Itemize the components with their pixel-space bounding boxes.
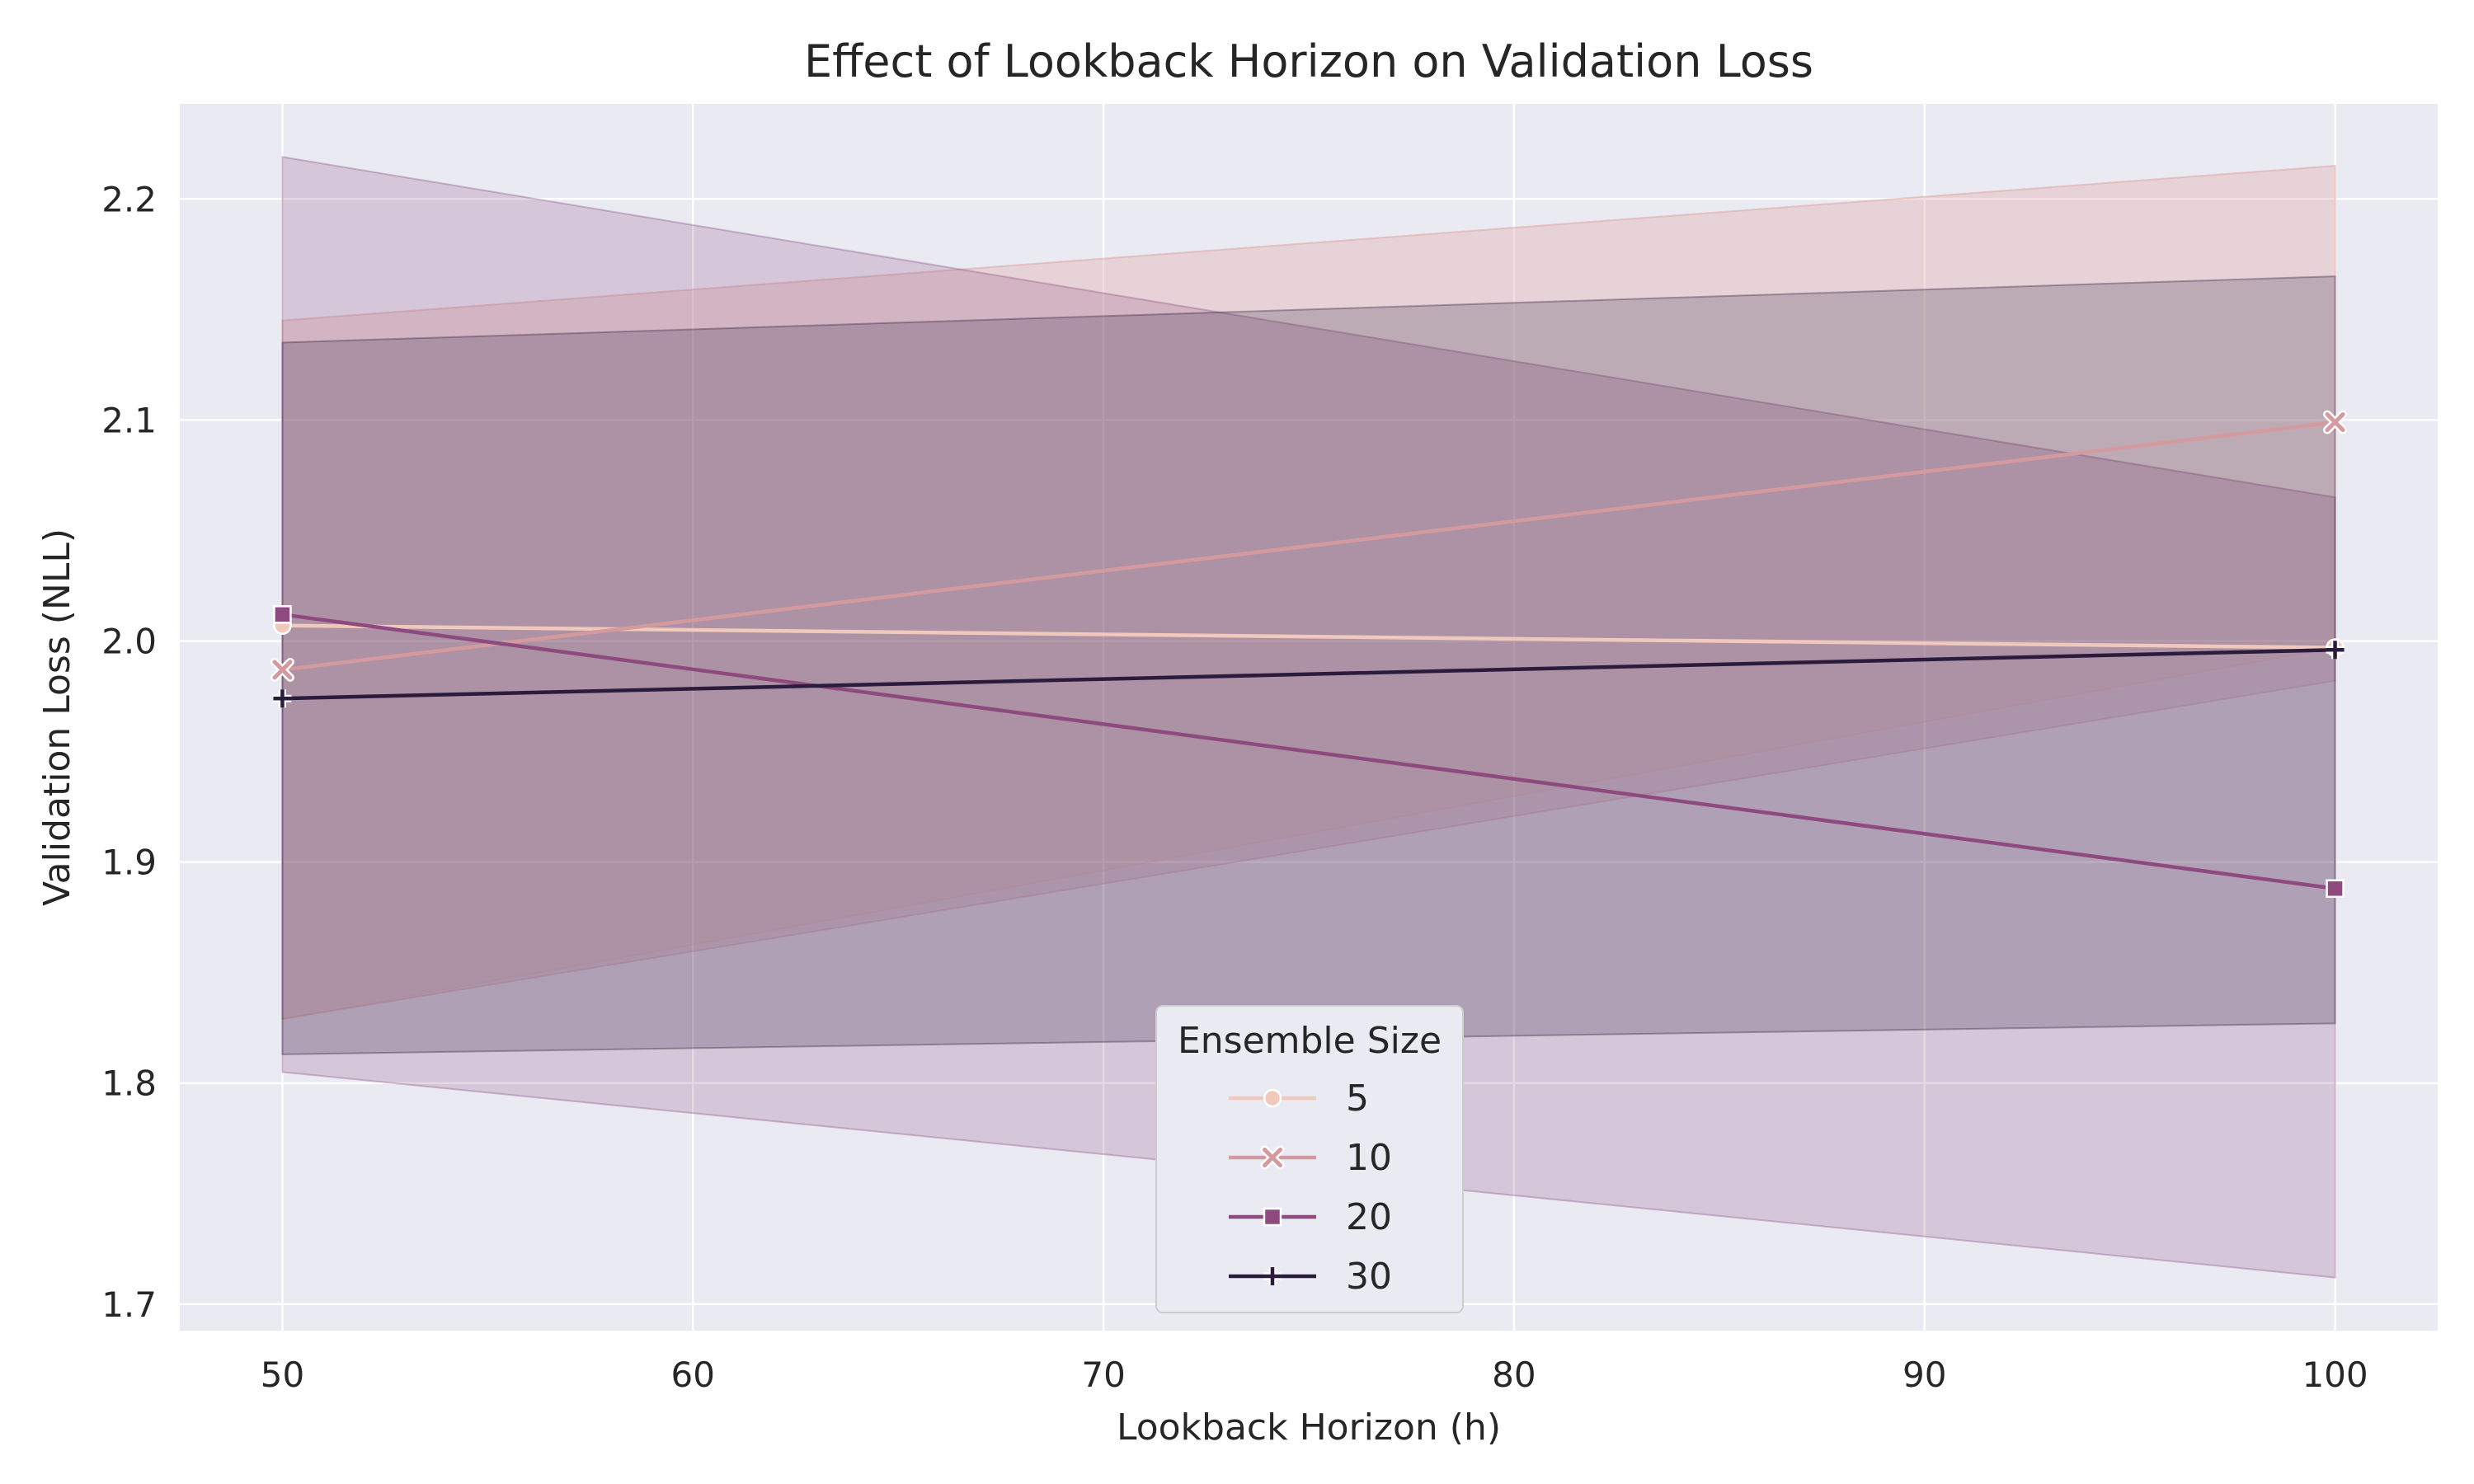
legend-marker [1263, 1088, 1282, 1108]
confidence-band-30 [281, 275, 2336, 1055]
confidence-band-20 [281, 156, 2336, 1279]
legend-item-5: 5 [1229, 1078, 1369, 1120]
legend-marker [1263, 1207, 1282, 1227]
chart-title: Effect of Lookback Horizon on Validation… [804, 35, 1813, 87]
x-tick-label: 80 [1492, 1355, 1536, 1395]
series-line-20 [282, 613, 2335, 891]
series-lines [282, 420, 2335, 891]
data-point-10 [2323, 410, 2348, 434]
legend-marker [1260, 1145, 1285, 1170]
legend-item-20: 20 [1229, 1196, 1392, 1238]
legend-item-10: 10 [1229, 1137, 1392, 1179]
x-tick-label: 50 [261, 1355, 304, 1395]
series-line-30 [282, 647, 2335, 701]
y-axis-label: Validation Loss (NLL) [36, 528, 78, 906]
series-markers [270, 410, 2348, 899]
x-tick-label: 70 [1081, 1355, 1125, 1395]
confidence-bands [281, 156, 2336, 1279]
x-tick-label: 90 [1903, 1355, 1946, 1395]
data-point-10 [270, 657, 294, 682]
data-point-30 [273, 689, 292, 708]
y-tick-label: 2.1 [101, 400, 157, 440]
data-point-20 [2326, 879, 2345, 899]
x-axis-label: Lookback Horizon (h) [1117, 1407, 1501, 1449]
y-tick-label: 2.2 [101, 179, 157, 219]
x-tick-label: 100 [2302, 1355, 2368, 1395]
legend-title: Ensemble Size [1178, 1020, 1442, 1062]
data-point-30 [2326, 641, 2345, 660]
legend: Ensemble Size 5 10 20 30 [1155, 1005, 1464, 1313]
y-tick-label: 1.9 [101, 843, 157, 883]
y-tick-label: 1.8 [101, 1064, 157, 1104]
legend-label: 10 [1346, 1137, 1392, 1179]
confidence-band-10 [281, 164, 2336, 1021]
data-point-20 [273, 605, 292, 624]
y-tick-labels: 1.7 1.8 1.9 2.0 2.1 2.2 [101, 179, 157, 1325]
series-line-10 [282, 420, 2335, 672]
legend-marker [1263, 1267, 1282, 1285]
legend-items: 5 10 20 30 [1229, 1078, 1392, 1298]
x-tick-labels: 50 60 70 80 90 100 [261, 1355, 2368, 1395]
legend-label: 30 [1346, 1256, 1392, 1298]
y-tick-label: 1.7 [101, 1284, 157, 1325]
legend-label: 20 [1346, 1196, 1392, 1238]
y-tick-label: 2.0 [101, 622, 157, 662]
legend-item-30: 30 [1229, 1256, 1392, 1298]
legend-label: 5 [1346, 1078, 1369, 1120]
x-tick-label: 60 [671, 1355, 715, 1395]
